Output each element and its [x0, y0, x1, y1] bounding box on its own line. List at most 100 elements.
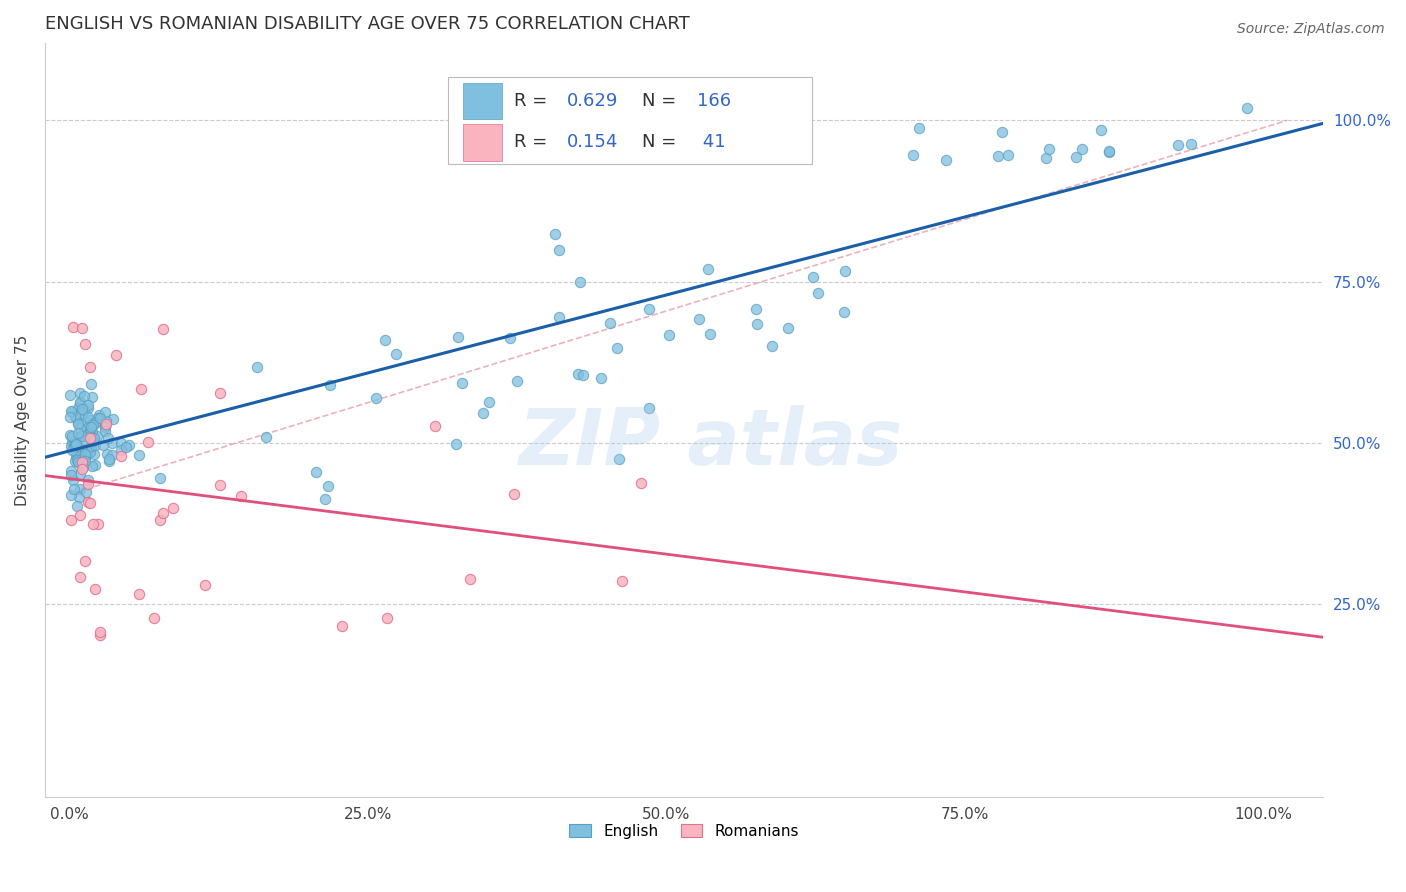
Point: [75, 451, 97, 466]
Point: [75, 454, 97, 468]
Point: [59, 404, 82, 418]
Point: [84, 416, 107, 430]
Point: [60, 513, 83, 527]
Point: [76, 410, 98, 425]
Point: [375, 611, 398, 625]
FancyBboxPatch shape: [449, 77, 813, 163]
Point: [599, 316, 621, 330]
Point: [70, 455, 93, 469]
Point: [72, 453, 94, 467]
Point: [638, 301, 661, 316]
Point: [832, 305, 855, 319]
Point: [79, 496, 101, 510]
Point: [638, 401, 661, 416]
Point: [385, 347, 408, 361]
Point: [80, 441, 103, 455]
Point: [110, 442, 132, 457]
Point: [62, 473, 84, 487]
Point: [194, 577, 217, 591]
Point: [60, 405, 83, 419]
Point: [62, 435, 84, 450]
Point: [80, 458, 103, 473]
Point: [478, 394, 501, 409]
Point: [1090, 123, 1112, 137]
Point: [935, 153, 957, 167]
Point: [330, 619, 353, 633]
Point: [136, 434, 159, 449]
Bar: [463, 124, 502, 161]
Point: [1064, 150, 1087, 164]
Point: [69, 421, 91, 435]
Point: [73, 434, 96, 448]
Point: [101, 411, 124, 425]
Point: [63, 438, 86, 452]
Point: [73, 447, 96, 461]
Point: [110, 449, 132, 463]
Text: 41: 41: [697, 134, 725, 152]
Point: [77, 473, 100, 487]
Point: [128, 448, 150, 462]
Point: [60, 439, 83, 453]
Point: [77, 401, 100, 415]
Point: [364, 392, 387, 406]
Point: [66, 430, 89, 444]
Point: [63, 440, 86, 454]
Point: [86, 410, 108, 425]
Point: [152, 322, 174, 336]
Point: [65, 434, 87, 449]
Point: [908, 120, 931, 135]
Point: [1236, 101, 1258, 115]
Text: N =: N =: [643, 134, 682, 152]
Point: [76, 398, 98, 412]
Point: [447, 329, 470, 343]
Point: [801, 270, 824, 285]
Text: R =: R =: [515, 134, 554, 152]
Point: [72, 320, 94, 334]
Point: [901, 148, 924, 162]
Point: [79, 359, 101, 374]
Point: [97, 431, 120, 445]
Text: ENGLISH VS ROMANIAN DISABILITY AGE OVER 75 CORRELATION CHART: ENGLISH VS ROMANIAN DISABILITY AGE OVER …: [45, 15, 690, 33]
Point: [87, 409, 110, 423]
Point: [1098, 144, 1121, 158]
Point: [67, 416, 90, 430]
Point: [91, 438, 114, 452]
Point: [94, 424, 117, 438]
Point: [83, 447, 105, 461]
Point: [96, 447, 118, 461]
Point: [63, 434, 86, 448]
Point: [572, 368, 595, 382]
Point: [143, 611, 166, 625]
Point: [69, 395, 91, 409]
Point: [606, 341, 628, 355]
Point: [79, 424, 101, 438]
Point: [229, 489, 252, 503]
Point: [84, 458, 107, 472]
Point: [80, 425, 103, 440]
Point: [129, 382, 152, 396]
Point: [60, 488, 83, 502]
Point: [76, 477, 98, 491]
Point: [72, 462, 94, 476]
Point: [471, 405, 494, 419]
Point: [152, 507, 174, 521]
Point: [79, 431, 101, 445]
Point: [612, 574, 634, 588]
Point: [567, 368, 589, 382]
Point: [149, 471, 172, 485]
Point: [1167, 137, 1189, 152]
Point: [97, 454, 120, 468]
Text: Source: ZipAtlas.com: Source: ZipAtlas.com: [1237, 22, 1385, 37]
Point: [89, 628, 111, 642]
Point: [548, 310, 571, 325]
Point: [73, 403, 96, 417]
Point: [69, 482, 91, 496]
Point: [318, 479, 340, 493]
Point: [446, 437, 468, 451]
Point: [101, 436, 124, 450]
Point: [110, 435, 132, 450]
Point: [246, 360, 269, 375]
Point: [63, 409, 86, 423]
Point: [254, 430, 277, 444]
Point: [128, 587, 150, 601]
